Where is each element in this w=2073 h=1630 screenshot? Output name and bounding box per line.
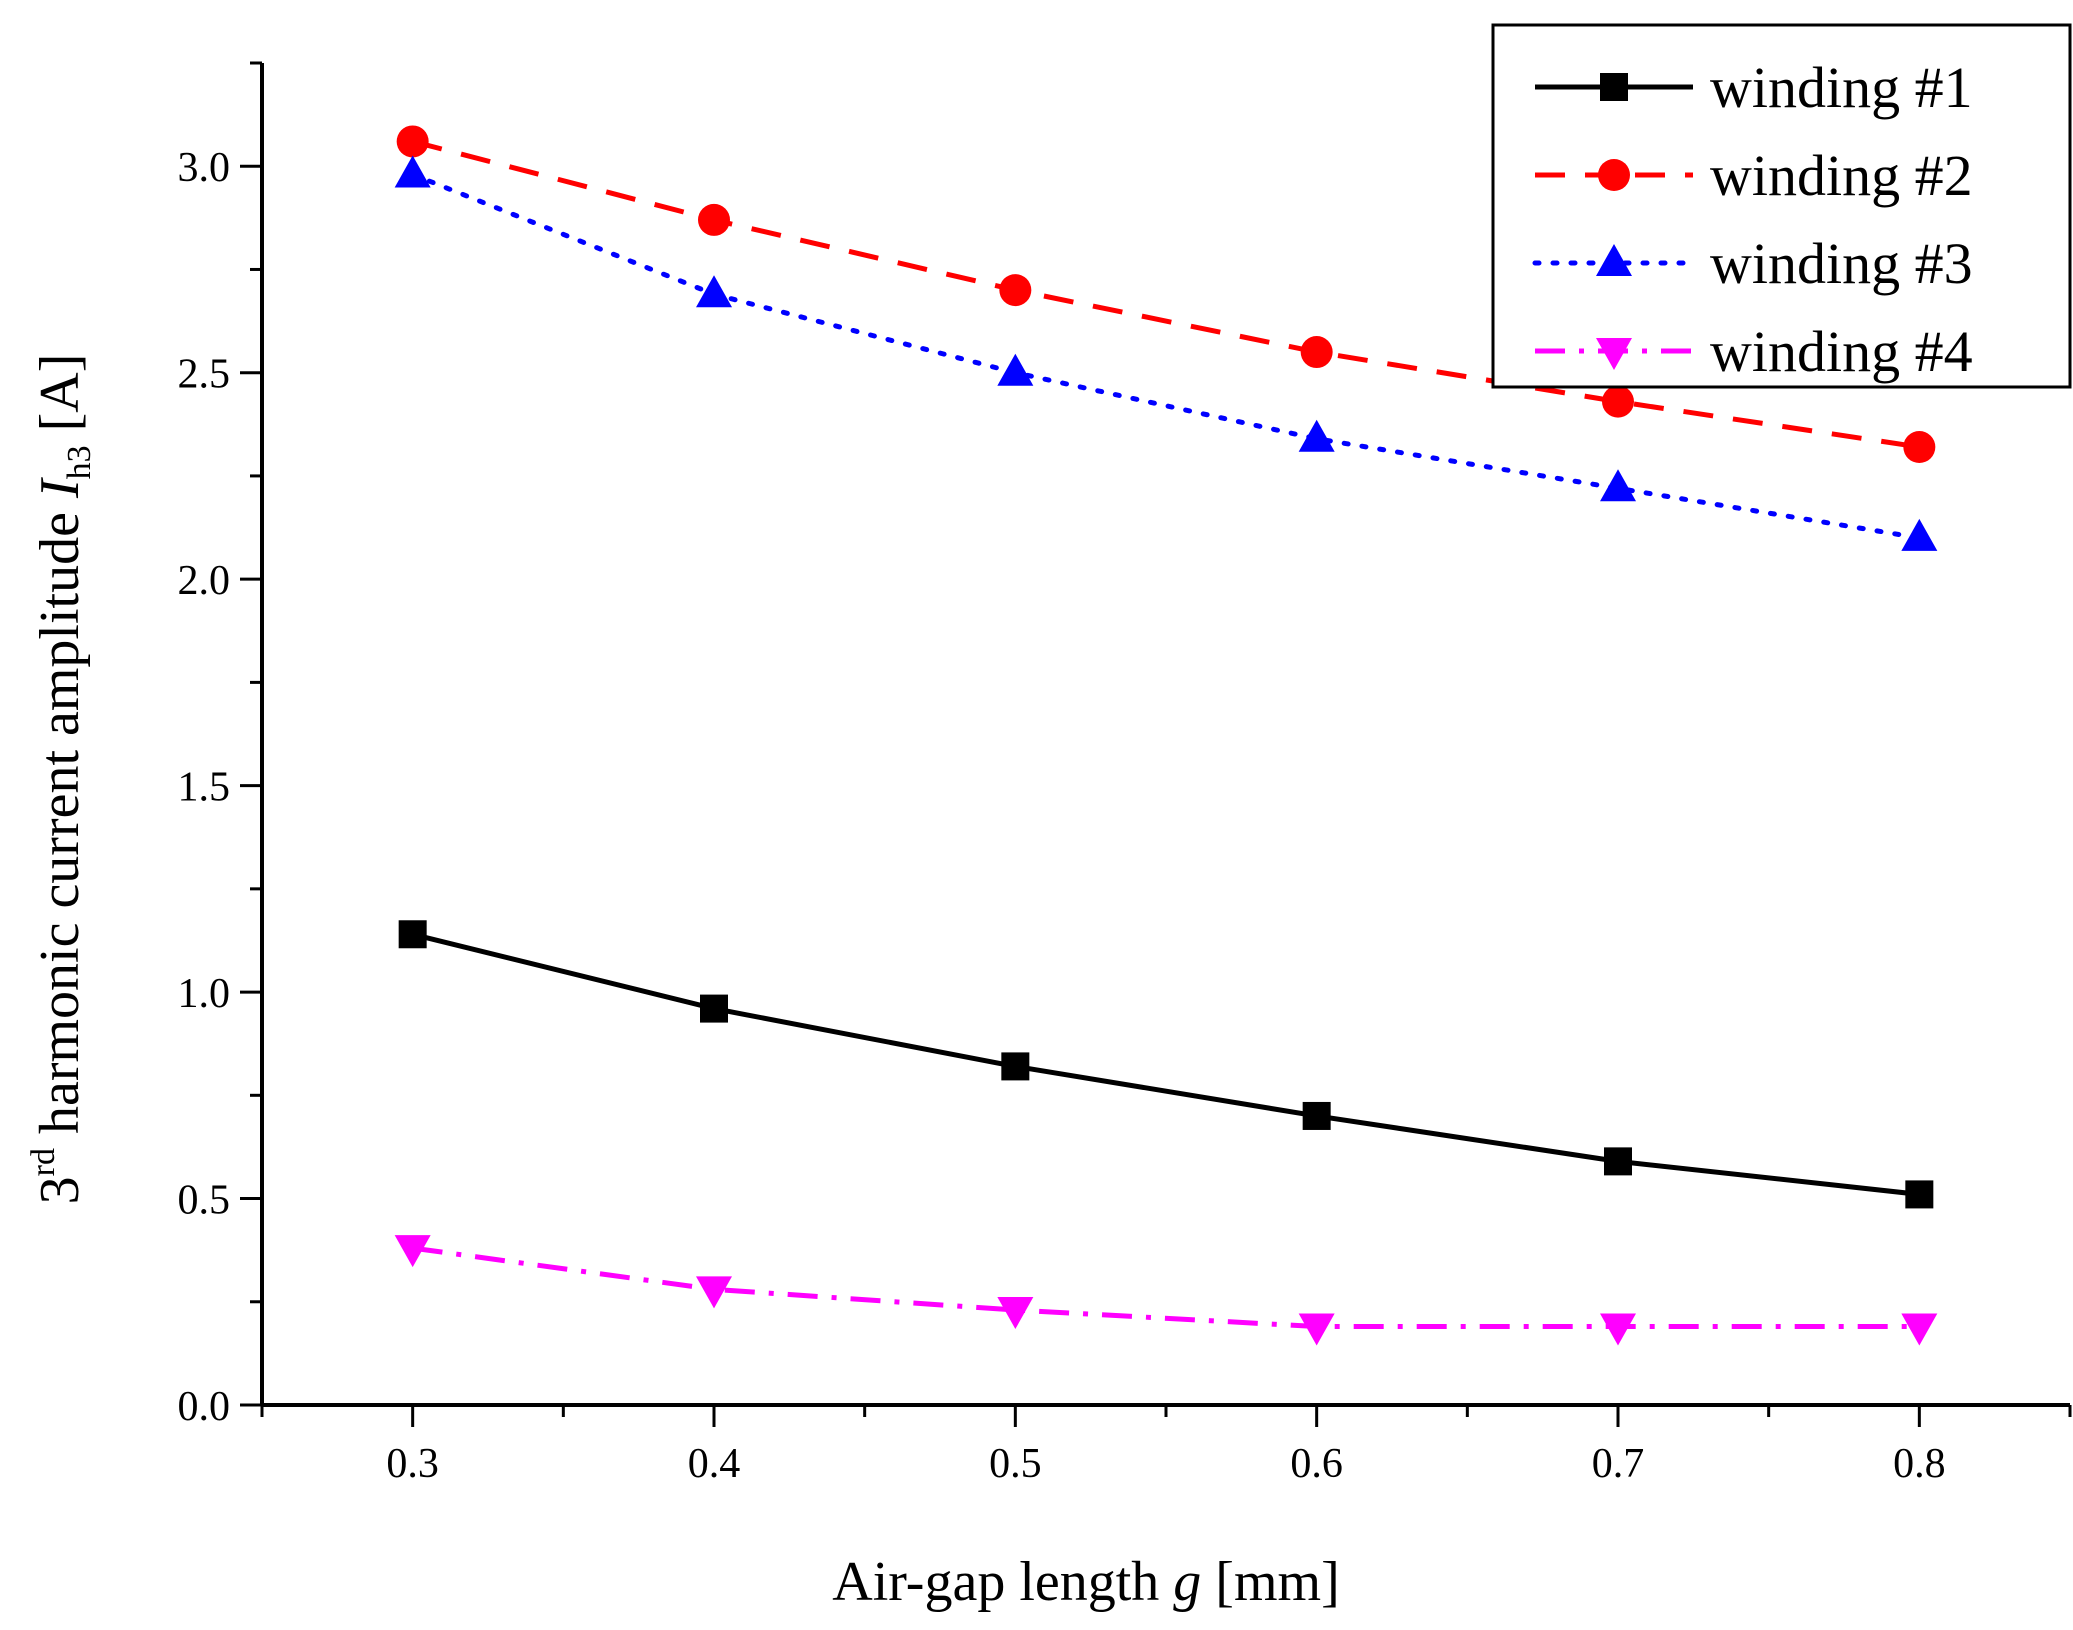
data-point-3	[1600, 469, 1636, 502]
y-axis-title-sub: h3	[61, 445, 98, 479]
series-line-3	[410, 171, 1922, 541]
x-axis-title-main: Air-gap length	[832, 1551, 1173, 1613]
y-axis-title-unit: [A]	[29, 354, 91, 446]
data-point-2	[1602, 385, 1634, 418]
x-tick-label: 0.8	[1893, 1441, 1946, 1487]
data-point-1	[1302, 1101, 1331, 1130]
legend-label-2: winding #2	[1710, 143, 1973, 208]
series-3	[394, 155, 1938, 551]
data-point-1	[398, 920, 427, 949]
data-point-4	[394, 1235, 431, 1268]
data-point-1	[1604, 1147, 1632, 1176]
legend-marker-2	[1598, 159, 1630, 191]
data-point-3	[1298, 419, 1335, 452]
legend-marker-1	[1600, 73, 1628, 101]
series-line-2	[412, 139, 1920, 450]
plot-series	[394, 125, 1938, 1346]
series-1	[398, 920, 1934, 1209]
y-tick-label: 0.5	[178, 1178, 231, 1224]
series-line-4	[412, 1245, 1920, 1330]
data-point-1	[700, 994, 728, 1023]
y-tick-label: 0.0	[178, 1384, 231, 1430]
data-point-4	[1901, 1313, 1938, 1346]
series-line-1	[412, 931, 1920, 1197]
y-tick-label: 3.0	[178, 145, 231, 191]
x-tick-label: 0.3	[386, 1441, 439, 1487]
data-point-4	[696, 1276, 732, 1309]
data-point-4	[997, 1297, 1034, 1330]
legend-label-3: winding #3	[1710, 231, 1973, 296]
data-point-2	[1300, 336, 1333, 369]
y-tick-label: 2.0	[178, 558, 231, 604]
x-tick-label: 0.4	[688, 1441, 741, 1487]
data-point-1	[1905, 1180, 1934, 1209]
y-tick-label: 2.5	[178, 352, 231, 398]
y-axis-title-sup: rd	[25, 1148, 62, 1176]
x-axis-title-var: g	[1173, 1551, 1201, 1613]
data-point-4	[1298, 1313, 1335, 1346]
data-point-2	[1903, 431, 1936, 464]
data-point-2	[698, 203, 730, 236]
legend-marker-3	[1596, 244, 1632, 276]
x-tick-label: 0.5	[989, 1441, 1042, 1487]
y-axis-title-main: harmonic current amplitude	[29, 498, 91, 1148]
legend-label-4: winding #4	[1710, 319, 1973, 384]
x-tick-label: 0.7	[1592, 1441, 1645, 1487]
x-tick-label: 0.6	[1290, 1441, 1343, 1487]
x-axis-title: Air-gap length g [mm]	[832, 1551, 1339, 1613]
x-axis-title-unit: [mm]	[1201, 1551, 1339, 1613]
data-point-3	[394, 155, 431, 188]
y-tick-label: 1.0	[178, 971, 231, 1017]
legend: winding #1 winding #2 winding #3 winding #4	[1491, 23, 2072, 389]
y-axis-title: 3rd harmonic current amplitude Ih3 [A]	[25, 354, 98, 1205]
series-2	[396, 125, 1936, 464]
y-axis-title-var: I	[29, 477, 91, 499]
data-point-3	[1901, 518, 1938, 551]
data-point-3	[696, 275, 732, 308]
data-point-2	[999, 274, 1032, 307]
legend-label-1: winding #1	[1710, 55, 1973, 120]
data-point-4	[1600, 1313, 1636, 1346]
legend-marker-4	[1596, 338, 1632, 370]
y-axis-title-pre: 3	[29, 1176, 91, 1204]
data-point-2	[396, 125, 429, 158]
data-point-1	[1001, 1052, 1030, 1081]
data-point-3	[997, 353, 1034, 386]
axes: 0.3 0.4 0.5 0.6 0.7 0.8 0.0 0.5 1.0 1.5 2.0 2.5 3.0	[178, 61, 2072, 1487]
series-4	[394, 1235, 1938, 1346]
y-tick-label: 1.5	[178, 765, 231, 811]
